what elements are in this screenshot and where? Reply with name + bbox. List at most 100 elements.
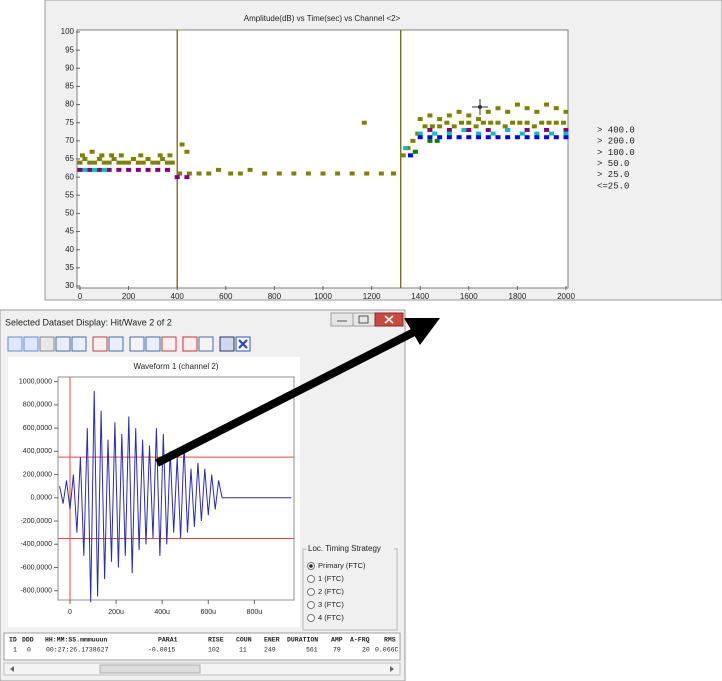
cursor-button[interactable] <box>182 336 198 352</box>
point <box>87 160 93 165</box>
legend-entry: <=25.0 <box>597 181 629 191</box>
point <box>544 127 550 132</box>
prev-button[interactable] <box>7 336 23 352</box>
cursor <box>472 99 488 115</box>
select-button[interactable] <box>129 336 145 352</box>
pan-button[interactable] <box>161 336 177 352</box>
delete-icon <box>238 339 248 349</box>
radio[interactable] <box>307 588 315 596</box>
radio[interactable] <box>307 575 315 583</box>
point <box>531 124 537 129</box>
point <box>417 135 423 140</box>
x-tick-label: 1400 <box>411 292 429 301</box>
scrollbar[interactable] <box>3 662 401 676</box>
y-tick-label: 90 <box>65 63 74 72</box>
point <box>524 120 530 125</box>
point <box>262 171 268 176</box>
point <box>77 167 83 172</box>
timing-title-bg <box>306 544 394 553</box>
y-tick-label: 40 <box>65 245 74 254</box>
y-tick-label: 85 <box>65 82 74 91</box>
point <box>466 135 472 140</box>
radio-label: Primary (FTC) <box>318 561 366 570</box>
minimize-button[interactable] <box>330 312 354 327</box>
toolbar <box>7 336 251 352</box>
point <box>82 167 88 172</box>
point <box>378 171 384 176</box>
column-header: ENER <box>264 637 280 644</box>
y-tick-label: 75 <box>65 118 74 127</box>
window-button[interactable] <box>71 336 87 352</box>
maximize-button[interactable] <box>352 312 376 327</box>
column-header: HH:MM:SS.mmmuuun <box>45 637 108 644</box>
point <box>126 160 132 165</box>
point <box>77 160 83 165</box>
find-button[interactable] <box>39 336 55 352</box>
y-tick-label: 100 <box>61 27 75 36</box>
point <box>434 138 440 143</box>
save-button[interactable] <box>219 336 235 352</box>
point <box>150 160 156 165</box>
point <box>412 149 418 154</box>
point <box>534 131 540 136</box>
point <box>505 109 511 114</box>
point <box>548 131 554 136</box>
point <box>349 171 355 176</box>
point <box>179 142 185 147</box>
x-tick-label: 200 <box>122 292 136 301</box>
grid-button[interactable] <box>55 336 71 352</box>
column-header: PARA1 <box>158 637 178 644</box>
point <box>495 135 501 140</box>
point <box>444 120 450 125</box>
radio[interactable] <box>307 614 315 622</box>
point <box>553 135 559 140</box>
point <box>466 120 472 125</box>
point <box>130 157 136 161</box>
point <box>96 157 102 161</box>
radio[interactable] <box>307 601 315 609</box>
point <box>476 135 482 140</box>
y-tick-label: -400,0000 <box>20 541 52 548</box>
point <box>476 117 482 122</box>
fit-button[interactable] <box>108 336 124 352</box>
radio-label: 3 (FTC) <box>318 600 344 609</box>
point <box>485 135 491 140</box>
point <box>228 171 234 176</box>
x-tick-label: 1200 <box>363 292 381 301</box>
point <box>495 106 501 111</box>
point <box>96 167 102 172</box>
column-header: AMP <box>331 637 343 644</box>
point <box>563 135 569 140</box>
point <box>546 120 552 125</box>
point <box>427 113 433 118</box>
point <box>446 135 452 140</box>
zoom-button[interactable] <box>92 336 108 352</box>
next-button[interactable] <box>23 336 39 352</box>
point <box>177 171 183 176</box>
point <box>432 131 438 136</box>
point <box>502 124 508 129</box>
x-tick-label: 800u <box>247 609 263 616</box>
cell: 0 <box>27 647 31 654</box>
point <box>145 167 151 172</box>
point <box>563 109 569 114</box>
point <box>461 127 467 132</box>
point <box>510 120 516 125</box>
point <box>544 135 550 140</box>
x-tick-label: 800 <box>268 292 282 301</box>
close-icon <box>384 315 394 324</box>
zoom-in-button[interactable] <box>145 336 161 352</box>
column-header: RISE <box>208 637 224 644</box>
cell: 249 <box>264 647 276 654</box>
point <box>524 106 530 111</box>
point <box>101 160 107 165</box>
point <box>400 153 406 158</box>
scroll-thumb[interactable] <box>99 664 201 674</box>
point <box>390 171 396 176</box>
point <box>410 138 416 143</box>
waveform-title: Waveform 1 (channel 2) <box>133 362 218 371</box>
point <box>485 109 491 114</box>
page-button[interactable] <box>198 336 214 352</box>
point <box>553 120 559 125</box>
